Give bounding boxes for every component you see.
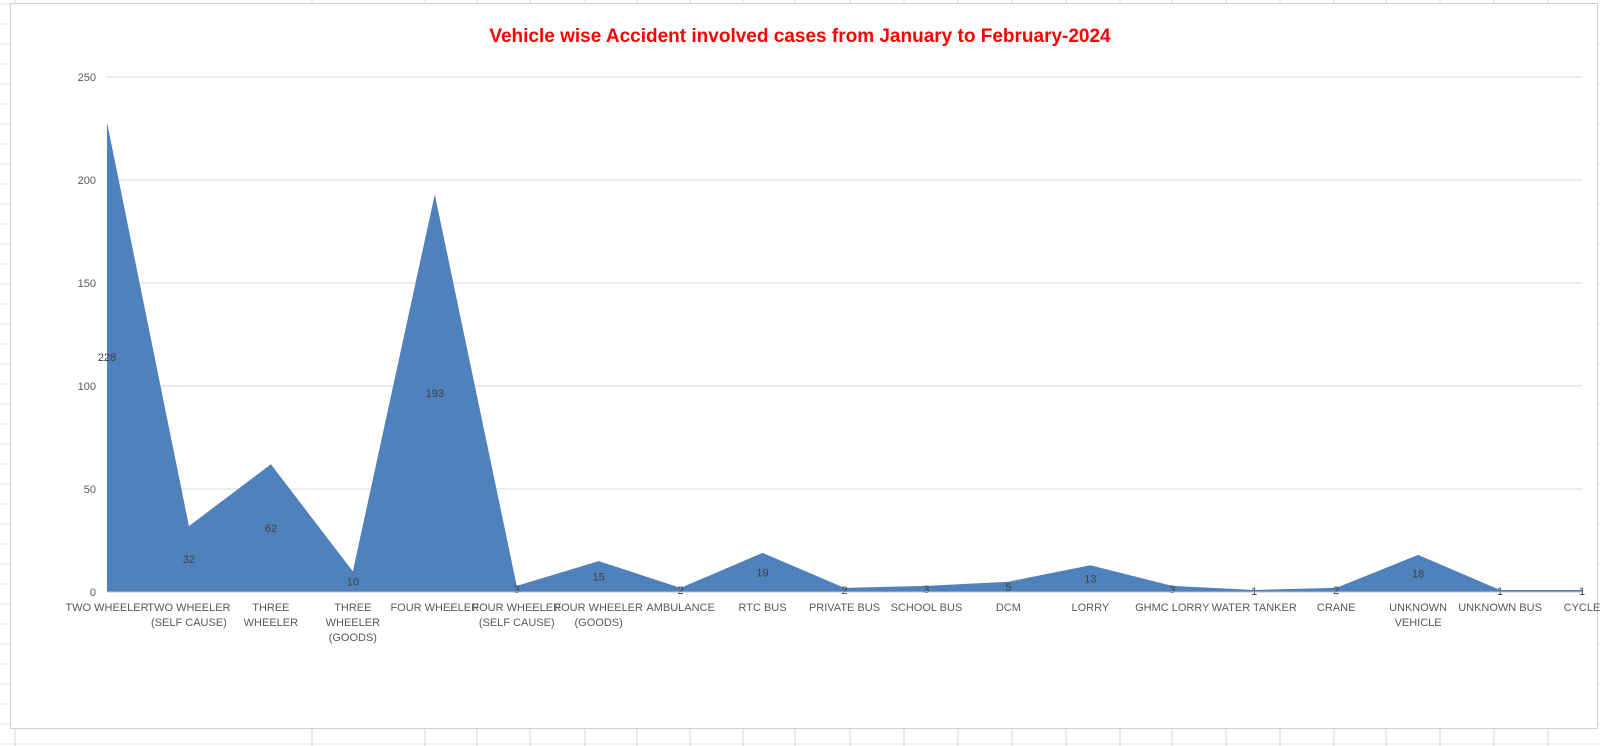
x-tick-label: TWO WHEELER — [65, 602, 148, 614]
data-label: 32 — [183, 554, 195, 566]
data-label: 2 — [841, 585, 847, 597]
gridlines — [107, 76, 1582, 593]
chart-area[interactable] — [10, 3, 1598, 729]
x-tick-label: CRANE — [1317, 602, 1356, 614]
area-series — [107, 122, 1582, 592]
data-label: 3 — [923, 584, 929, 596]
data-label: 18 — [1412, 568, 1424, 580]
y-tick-label: 50 — [84, 484, 96, 496]
x-tick-label: WATER TANKER — [1212, 602, 1297, 614]
data-label: 193 — [426, 388, 444, 400]
x-tick-label: AMBULANCE — [646, 602, 714, 614]
data-label: 19 — [756, 567, 768, 579]
data-label: 5 — [1005, 582, 1011, 594]
data-label: 3 — [514, 584, 520, 596]
x-tick-label: FOUR WHEELER (SELF CAUSE) — [472, 602, 561, 629]
data-label: 62 — [265, 523, 277, 535]
y-tick-label: 100 — [78, 381, 96, 393]
x-tick-label: CYCLE — [1564, 602, 1600, 614]
x-tick-label: FOUR WHEELER — [390, 602, 479, 614]
x-tick-label: UNKNOWN BUS — [1458, 602, 1542, 614]
data-label: 15 — [593, 572, 605, 584]
data-label: 2 — [678, 585, 684, 597]
x-tick-label: THREE WHEELER (GOODS) — [326, 602, 380, 644]
y-axis: 0 50 100 150 200 250 — [78, 72, 96, 599]
x-tick-label: PRIVATE BUS — [809, 602, 880, 614]
x-tick-label: DCM — [996, 602, 1021, 614]
x-tick-label: FOUR WHEELER (GOODS) — [554, 602, 643, 629]
data-label: 228 — [98, 352, 116, 364]
data-label: 3 — [1169, 584, 1175, 596]
x-tick-label: LORRY — [1071, 602, 1109, 614]
data-label: 13 — [1084, 574, 1096, 586]
data-label: 10 — [347, 577, 359, 589]
x-tick-label: RTC BUS — [739, 602, 787, 614]
y-tick-label: 150 — [78, 278, 96, 290]
x-tick-label: THREE WHEELER — [244, 602, 298, 629]
y-tick-label: 0 — [90, 587, 96, 599]
series-area — [106, 122, 1583, 592]
y-tick-label: 200 — [78, 175, 96, 187]
x-tick-label: SCHOOL BUS — [891, 602, 963, 614]
x-tick-label: UNKNOWN VEHICLE — [1389, 602, 1447, 629]
chart-title: Vehicle wise Accident involved cases fro… — [489, 26, 1111, 47]
x-tick-label: GHMC LORRY — [1135, 602, 1210, 614]
y-tick-label: 250 — [78, 72, 96, 84]
data-label: 2 — [1333, 585, 1339, 597]
x-tick-label: TWO WHEELER (SELF CAUSE) — [147, 602, 230, 629]
